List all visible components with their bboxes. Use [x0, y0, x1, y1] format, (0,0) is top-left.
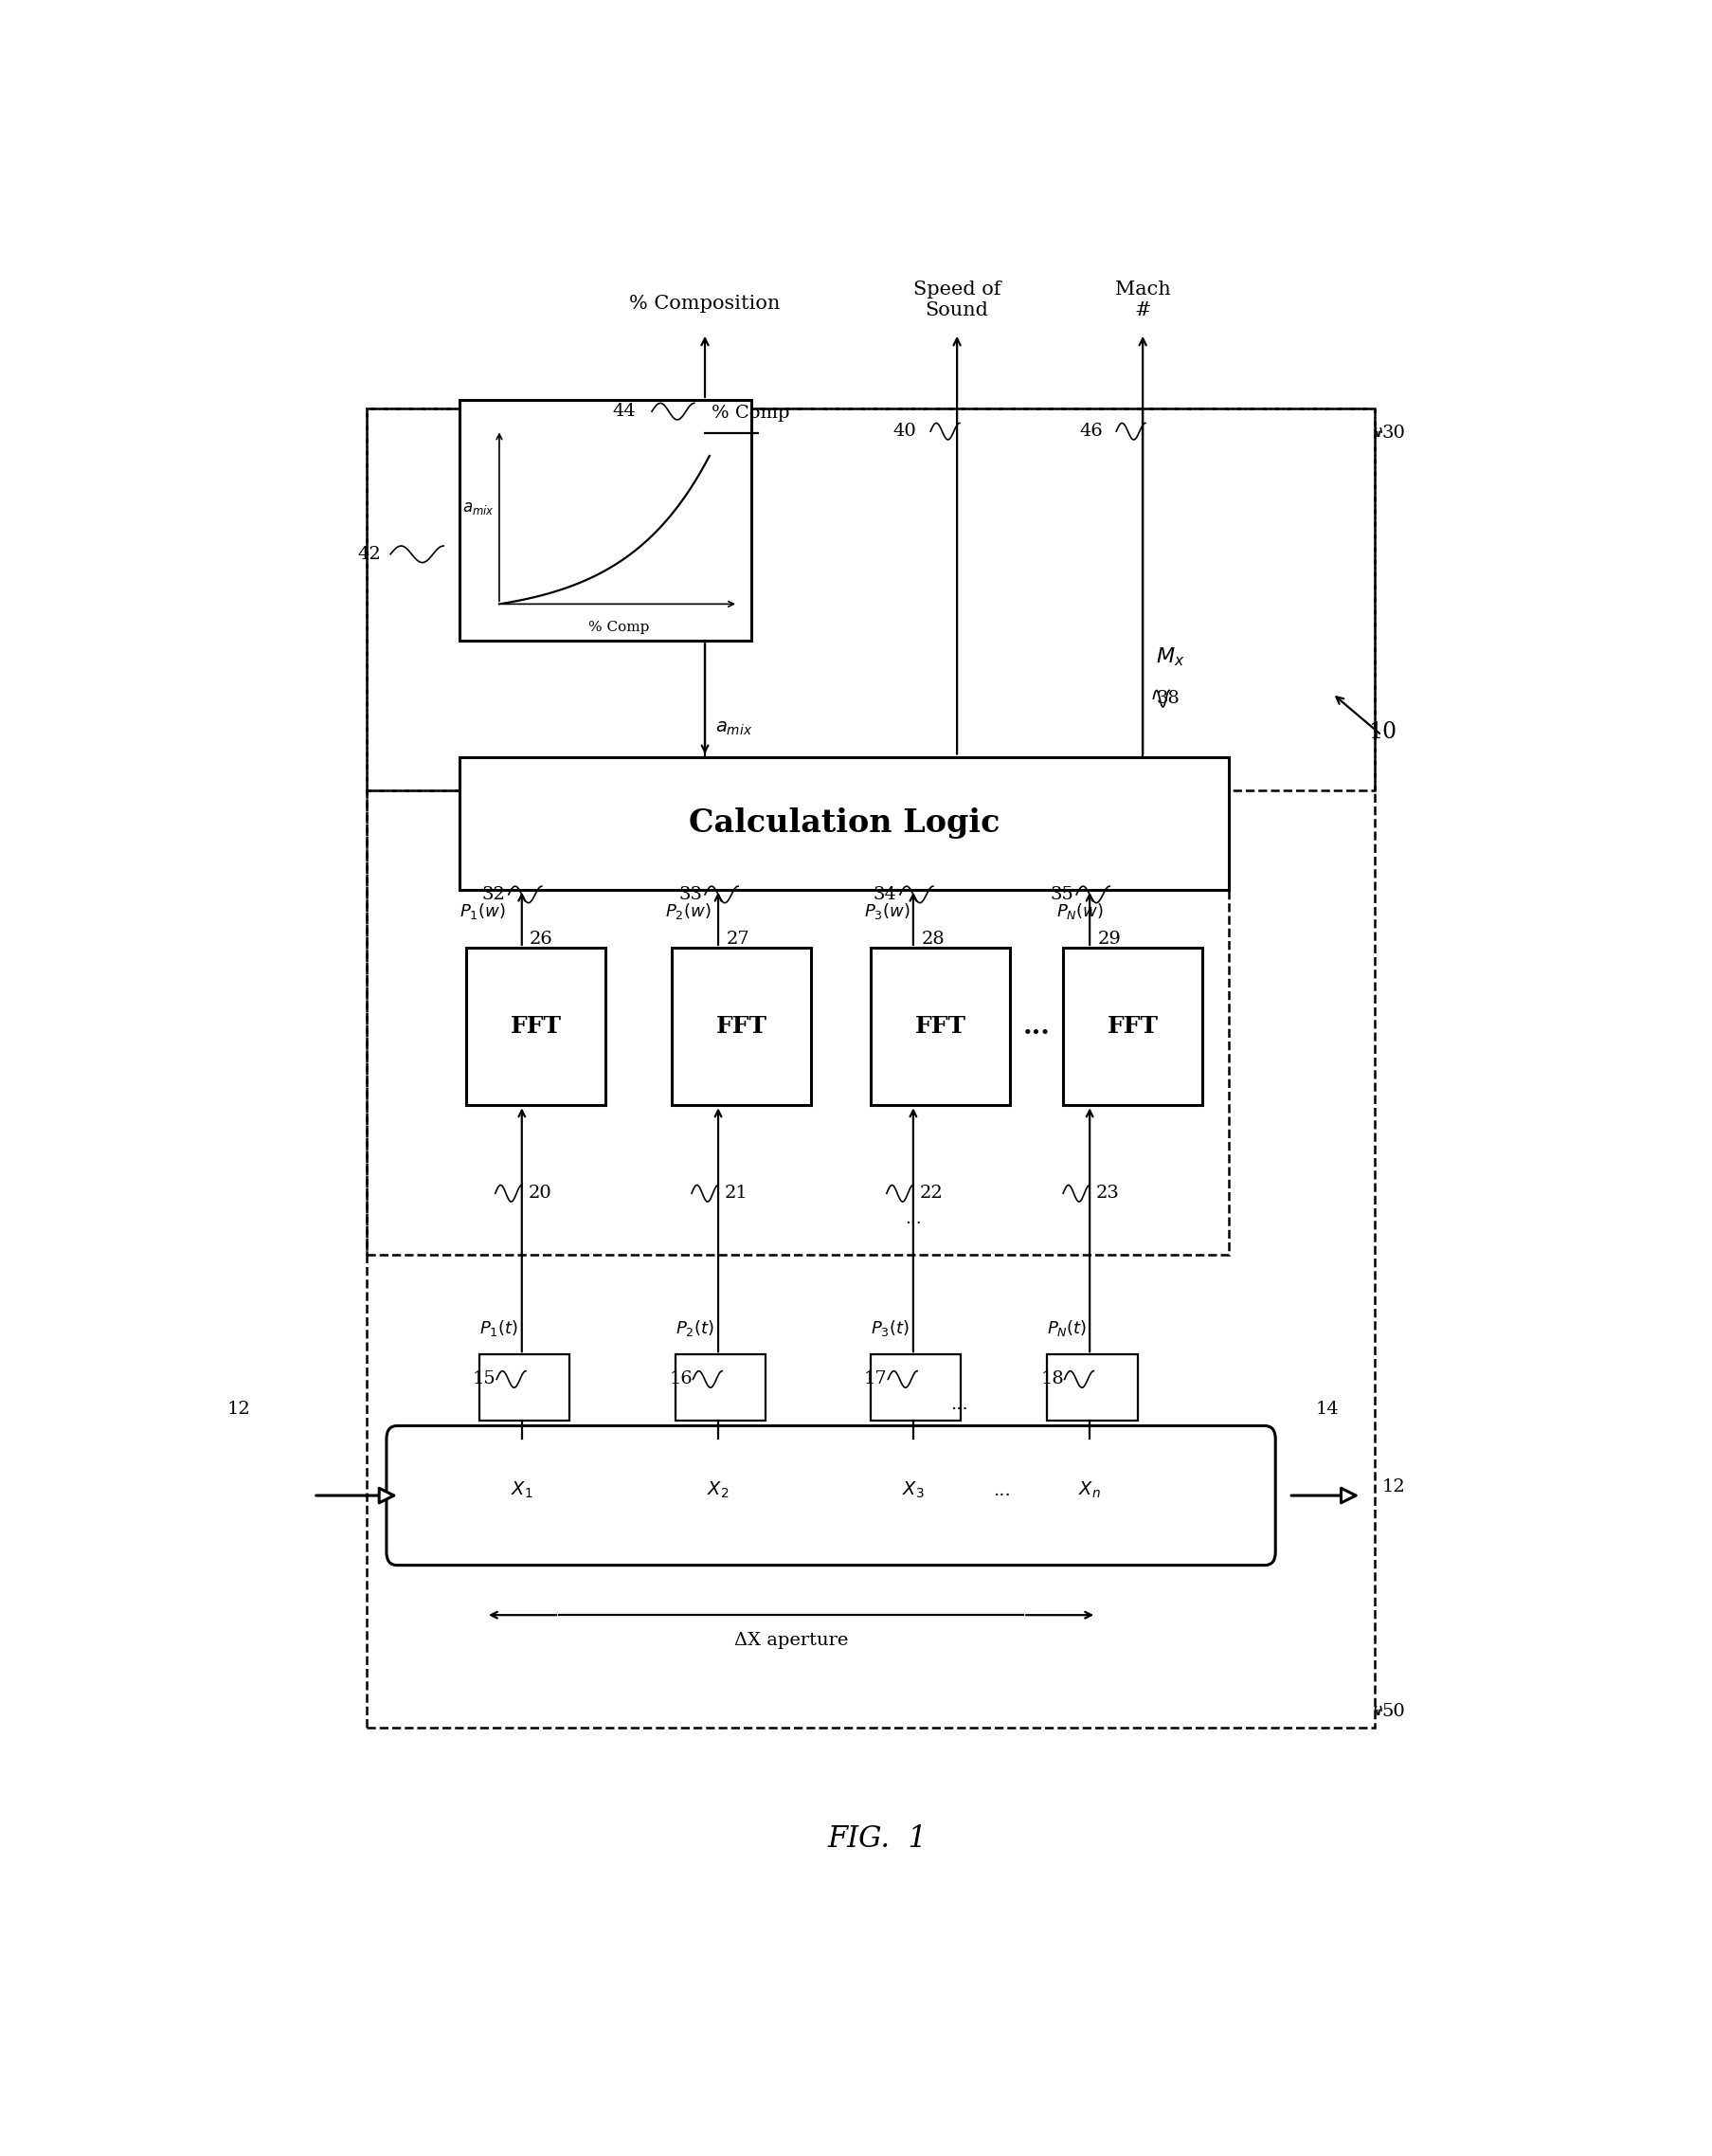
Bar: [871, 949, 1010, 1106]
Text: 17: 17: [865, 1371, 887, 1388]
Text: $P_1(w)$: $P_1(w)$: [459, 901, 505, 921]
Text: 22: 22: [919, 1186, 943, 1201]
Text: $a_{mix}$: $a_{mix}$: [716, 720, 753, 737]
Bar: [366, 789, 1229, 1255]
Text: $M_x$: $M_x$: [1156, 647, 1185, 668]
Bar: [479, 1354, 570, 1421]
Text: 10: 10: [1368, 720, 1397, 744]
Text: ΔX aperture: ΔX aperture: [734, 1632, 847, 1649]
Text: 50: 50: [1382, 1703, 1406, 1720]
Text: ...: ...: [993, 1481, 1010, 1498]
Bar: [671, 949, 811, 1106]
Text: 12: 12: [1382, 1479, 1406, 1496]
Text: 21: 21: [724, 1186, 748, 1201]
Text: 38: 38: [1156, 690, 1180, 707]
Text: 42: 42: [358, 545, 380, 563]
Text: % Composition: % Composition: [630, 295, 781, 313]
Text: 26: 26: [529, 931, 553, 949]
Text: $X_n$: $X_n$: [1079, 1481, 1101, 1501]
Text: FFT: FFT: [510, 1015, 562, 1037]
Text: 44: 44: [613, 403, 635, 420]
Text: Speed of
Sound: Speed of Sound: [912, 280, 1002, 319]
Text: 34: 34: [873, 886, 897, 903]
Text: 28: 28: [921, 931, 945, 949]
Bar: [366, 407, 1375, 1727]
Text: Mach
#: Mach #: [1115, 280, 1171, 319]
Bar: [466, 949, 606, 1106]
Text: ...: ...: [906, 1210, 921, 1227]
Bar: [676, 1354, 765, 1421]
Bar: [1048, 1354, 1137, 1421]
Text: 27: 27: [726, 931, 750, 949]
Text: 15: 15: [473, 1371, 496, 1388]
Text: 18: 18: [1041, 1371, 1065, 1388]
Text: FFT: FFT: [716, 1015, 767, 1037]
Text: ...: ...: [1024, 1013, 1049, 1039]
Text: $P_2(w)$: $P_2(w)$: [664, 901, 710, 921]
Text: % Comp: % Comp: [589, 621, 649, 634]
Text: ...: ...: [950, 1395, 967, 1412]
Text: $X_1$: $X_1$: [510, 1481, 532, 1501]
Text: $X_2$: $X_2$: [707, 1481, 729, 1501]
Text: $P_3(w)$: $P_3(w)$: [865, 901, 911, 921]
Bar: [459, 757, 1229, 890]
Text: 16: 16: [669, 1371, 693, 1388]
Text: 12: 12: [228, 1401, 250, 1419]
Text: $a_{mix}$: $a_{mix}$: [462, 500, 495, 515]
Text: $P_N(w)$: $P_N(w)$: [1056, 901, 1104, 921]
Text: 29: 29: [1097, 931, 1121, 949]
Text: 32: 32: [483, 886, 505, 903]
Text: $P_3(t)$: $P_3(t)$: [871, 1317, 909, 1337]
Text: 14: 14: [1315, 1401, 1339, 1419]
Text: 33: 33: [678, 886, 702, 903]
Text: $P_1(t)$: $P_1(t)$: [479, 1317, 519, 1337]
Bar: [459, 399, 752, 640]
Text: FIG.  1: FIG. 1: [827, 1824, 928, 1854]
Text: 20: 20: [529, 1186, 551, 1201]
Text: 40: 40: [894, 423, 916, 440]
Text: 23: 23: [1096, 1186, 1120, 1201]
Text: 35: 35: [1049, 886, 1073, 903]
Text: 46: 46: [1079, 423, 1103, 440]
Text: Calculation Logic: Calculation Logic: [688, 808, 1000, 839]
Text: $X_3$: $X_3$: [902, 1481, 924, 1501]
Bar: [871, 1354, 960, 1421]
Text: 30: 30: [1382, 425, 1406, 442]
FancyBboxPatch shape: [387, 1425, 1275, 1565]
Text: % Comp: % Comp: [712, 405, 789, 420]
Bar: [1063, 949, 1202, 1106]
Bar: [366, 407, 1375, 789]
Text: FFT: FFT: [914, 1015, 966, 1037]
Text: $P_2(t)$: $P_2(t)$: [676, 1317, 714, 1337]
Text: $P_N(t)$: $P_N(t)$: [1048, 1317, 1087, 1337]
Text: FFT: FFT: [1108, 1015, 1159, 1037]
